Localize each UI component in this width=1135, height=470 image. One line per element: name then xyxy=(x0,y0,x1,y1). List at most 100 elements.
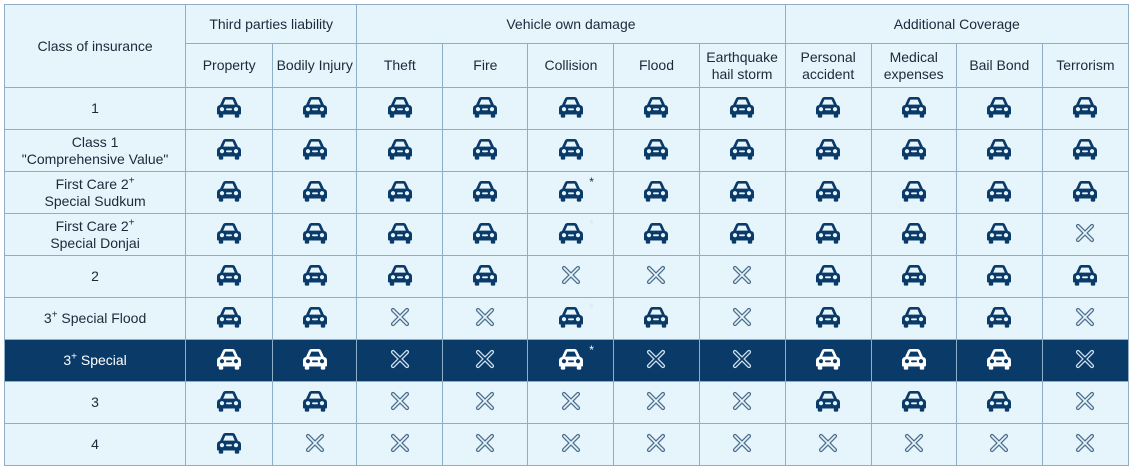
cross-icon xyxy=(475,349,495,369)
coverage-cell xyxy=(613,297,700,340)
coverage-cell: * xyxy=(527,171,615,214)
class-main-text: 3+ Special Flood xyxy=(5,310,185,327)
class-label: 3+ Special xyxy=(3,339,187,382)
coverage-cell xyxy=(442,255,529,298)
car-icon xyxy=(386,138,414,160)
coverage-cell xyxy=(442,423,529,466)
coverage-cell xyxy=(272,339,358,382)
coverage-cell xyxy=(613,423,700,466)
coverage-cell xyxy=(1041,213,1130,256)
car-icon xyxy=(642,96,670,118)
car-icon xyxy=(728,222,756,244)
cross-icon xyxy=(561,265,581,285)
car-icon xyxy=(900,138,928,160)
coverage-cell xyxy=(1041,297,1130,340)
cross-icon xyxy=(1075,391,1095,411)
coverage-cell xyxy=(955,87,1043,130)
coverage-cell xyxy=(442,381,529,424)
car-icon: * xyxy=(557,302,594,328)
car-icon xyxy=(900,96,928,118)
coverage-cell xyxy=(442,171,529,214)
coverage-cell xyxy=(870,87,957,130)
coverage-cell xyxy=(185,297,274,340)
car-icon xyxy=(471,96,499,118)
coverage-cell xyxy=(185,255,274,298)
class-main-text: First Care 2+ xyxy=(5,216,185,235)
col-header-personal-accident: Personal accident xyxy=(784,43,872,88)
car-icon xyxy=(1071,264,1099,286)
coverage-cell xyxy=(1041,423,1130,466)
car-icon xyxy=(471,138,499,160)
car-icon: * xyxy=(557,218,594,244)
coverage-cell xyxy=(698,87,786,130)
coverage-cell xyxy=(356,297,444,340)
asterisk-note: * xyxy=(589,174,594,189)
cross-icon xyxy=(390,391,410,411)
car-icon xyxy=(985,222,1013,244)
cross-icon xyxy=(646,265,666,285)
coverage-cell xyxy=(442,339,529,382)
coverage-cell xyxy=(185,423,274,466)
class-main: First Care 2 xyxy=(55,217,129,234)
table-row: First Care 2+ Special Donjai * xyxy=(3,213,1130,256)
class-main: Class 1 xyxy=(71,133,119,150)
coverage-table: Class of insurance Third parties liabili… xyxy=(3,4,1130,466)
coverage-cell xyxy=(870,255,957,298)
col-header-theft: Theft xyxy=(356,43,444,88)
coverage-cell xyxy=(272,213,358,256)
class-main-text: Class 1 xyxy=(5,134,185,151)
class-main: 3 xyxy=(63,352,72,368)
class-main-text: 3+ Special xyxy=(5,352,185,369)
coverage-cell xyxy=(784,423,872,466)
class-label: Class 1 "Comprehensive Value" xyxy=(3,129,187,172)
car-icon xyxy=(1071,180,1099,202)
class-main: 3 xyxy=(43,310,52,326)
coverage-cell xyxy=(784,297,872,340)
coverage-cell xyxy=(356,129,444,172)
car-icon xyxy=(215,96,243,118)
coverage-cell xyxy=(185,381,274,424)
cross-icon xyxy=(475,433,495,453)
col-header-collision: Collision xyxy=(527,43,615,88)
car-icon xyxy=(985,306,1013,328)
class-sub-text: "Comprehensive Value" xyxy=(21,150,169,167)
car-icon xyxy=(814,180,842,202)
class-superscript: + xyxy=(128,174,135,186)
car-icon xyxy=(900,264,928,286)
cross-icon xyxy=(646,349,666,369)
car-icon xyxy=(642,222,670,244)
cross-icon xyxy=(732,307,752,327)
coverage-cell xyxy=(784,339,872,382)
coverage-cell xyxy=(1041,129,1130,172)
coverage-cell xyxy=(955,129,1043,172)
coverage-cell xyxy=(527,381,615,424)
car-icon xyxy=(301,390,329,412)
car-icon xyxy=(814,390,842,412)
cross-icon xyxy=(1075,349,1095,369)
coverage-cell xyxy=(784,255,872,298)
coverage-cell xyxy=(613,129,700,172)
car-icon xyxy=(215,432,243,454)
coverage-cell xyxy=(613,87,700,130)
coverage-cell xyxy=(1041,339,1130,382)
car-icon xyxy=(814,264,842,286)
asterisk-note: * xyxy=(589,216,594,231)
table-row: 2 xyxy=(3,255,1130,298)
coverage-cell xyxy=(356,255,444,298)
col-header-terrorism: Terrorism xyxy=(1041,43,1130,88)
class-label: First Care 2+ Special Donjai xyxy=(3,213,187,256)
coverage-cell xyxy=(955,297,1043,340)
coverage-cell xyxy=(698,171,786,214)
class-superscript: + xyxy=(128,216,135,228)
coverage-cell xyxy=(870,339,957,382)
coverage-cell xyxy=(955,423,1043,466)
table-row: 3 xyxy=(3,381,1130,424)
car-icon xyxy=(386,222,414,244)
coverage-cell xyxy=(955,381,1043,424)
coverage-cell xyxy=(356,423,444,466)
class-main-suffix: Special Flood xyxy=(57,310,147,326)
car-icon xyxy=(985,390,1013,412)
car-icon xyxy=(215,264,243,286)
col-header-property: Property xyxy=(185,43,274,88)
col-header-earthquake-text: Earthquake hail storm xyxy=(706,48,778,82)
